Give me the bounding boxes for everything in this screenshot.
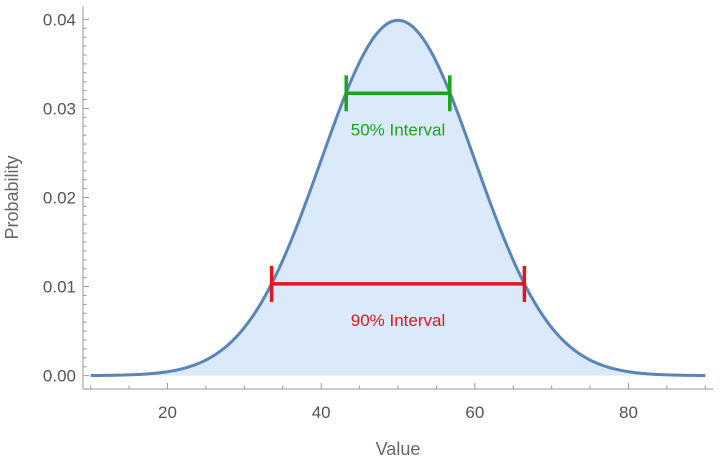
- x-ticks: 20 40 60 80: [90, 383, 706, 422]
- axes: 20 40 60 80 0.00 0.01 0.02 0.03 0.04: [43, 6, 713, 422]
- interval-label: 50% Interval: [351, 120, 446, 139]
- y-tick-label: 0.00: [43, 367, 76, 386]
- x-axis-title: Value: [376, 439, 421, 459]
- y-tick-label: 0.04: [43, 10, 76, 29]
- y-ticks: 0.00 0.01 0.02 0.03 0.04: [43, 10, 89, 386]
- x-tick-label: 20: [158, 403, 177, 422]
- x-tick-label: 40: [312, 403, 331, 422]
- interval-label: 90% Interval: [351, 311, 446, 330]
- y-axis-title: Probability: [2, 155, 22, 239]
- x-tick-label: 80: [619, 403, 638, 422]
- plot-area: [90, 18, 706, 378]
- density-area: [90, 20, 706, 376]
- y-tick-label: 0.03: [43, 99, 76, 118]
- y-tick-label: 0.01: [43, 278, 76, 297]
- y-tick-label: 0.02: [43, 189, 76, 208]
- density-curve: [90, 18, 706, 378]
- x-tick-label: 60: [465, 403, 484, 422]
- intervals: 50% Interval 90% Interval: [269, 75, 527, 330]
